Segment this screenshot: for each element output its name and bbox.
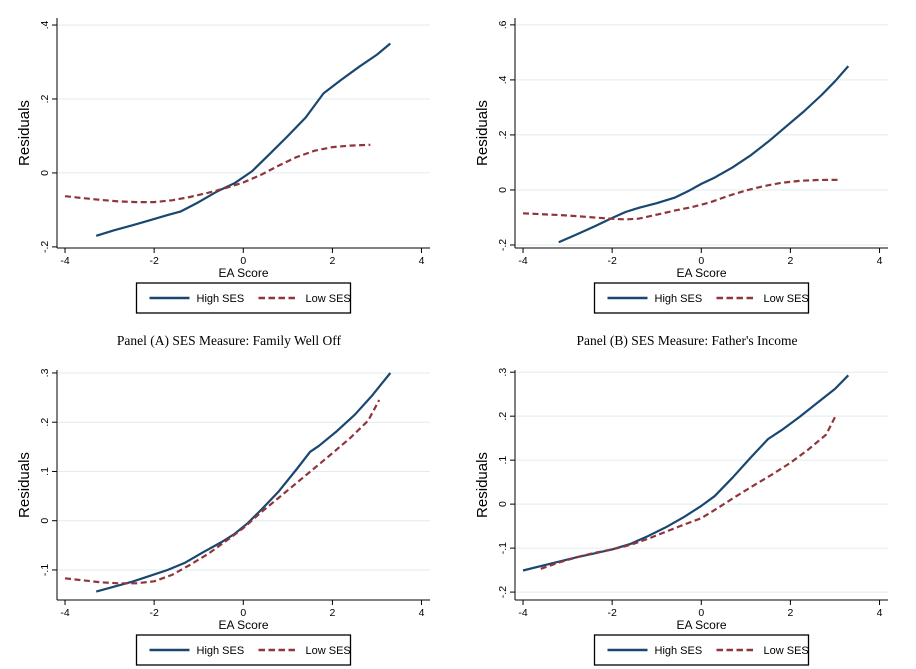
y-tick-label: .2 bbox=[497, 412, 509, 421]
legend-label-high-ses: High SES bbox=[655, 293, 703, 305]
x-tick-label: -2 bbox=[607, 255, 616, 267]
y-tick-label: .2 bbox=[497, 130, 509, 139]
y-axis-title: Residuals bbox=[474, 100, 491, 166]
y-tick-label: .4 bbox=[39, 20, 51, 29]
y-axis: -.2 0 .2 .4 .6 bbox=[497, 18, 516, 251]
panel-a-caption: Panel (A) SES Measure: Family Well Off bbox=[116, 333, 342, 348]
high-ses-line bbox=[95, 42, 392, 237]
x-tick-label: -2 bbox=[149, 607, 158, 619]
legend-label-low-ses: Low SES bbox=[306, 645, 351, 657]
low-ses-line bbox=[64, 143, 371, 204]
y-tick-label: .1 bbox=[497, 456, 509, 465]
x-axis-title: EA Score bbox=[676, 266, 726, 280]
low-ses-line bbox=[522, 178, 840, 221]
legend: High SES Low SES bbox=[593, 634, 810, 666]
y-tick-label: -.2 bbox=[497, 239, 509, 251]
x-axis: -4 -2 0 2 4 bbox=[515, 247, 888, 267]
chart-bottom-left: -.1 0 .1 .2 .3 -4 -2 0 2 4 EA Score Residuals High S… bbox=[16, 368, 430, 666]
x-tick-label: 2 bbox=[329, 607, 335, 619]
legend-label-low-ses: Low SES bbox=[764, 645, 809, 657]
chart-panel-top-left: -.2 0 .2 .4 -4 -2 0 2 4 EA Score Residuals High SES… bbox=[0, 0, 458, 317]
y-tick-label: .6 bbox=[497, 20, 509, 29]
chart-panel-bottom-right: -.2 -.1 0 .1 .2 .3 -4 -2 0 2 4 EA Score Residuals Hig… bbox=[458, 352, 916, 669]
legend-label-low-ses: Low SES bbox=[764, 293, 809, 305]
y-tick-label: .2 bbox=[39, 94, 51, 103]
y-tick-label: 0 bbox=[39, 518, 51, 524]
y-tick-label: .4 bbox=[497, 75, 509, 84]
legend-label-low-ses: Low SES bbox=[306, 293, 351, 305]
legend-label-high-ses: High SES bbox=[655, 645, 703, 657]
gridlines bbox=[58, 24, 430, 174]
x-tick-label: 4 bbox=[419, 255, 425, 267]
y-tick-label: 0 bbox=[497, 501, 509, 507]
x-axis: -4 -2 0 2 4 bbox=[57, 247, 430, 267]
y-tick-label: .3 bbox=[39, 368, 51, 377]
gridlines bbox=[516, 371, 888, 593]
high-ses-line bbox=[95, 372, 392, 593]
chart-top-right: -.2 0 .2 .4 .6 -4 -2 0 2 4 EA Score Residuals High S… bbox=[474, 18, 888, 314]
legend-label-high-ses: High SES bbox=[197, 645, 245, 657]
x-tick-label: -4 bbox=[60, 607, 69, 619]
y-axis-title: Residuals bbox=[16, 100, 33, 166]
legend: High SES Low SES bbox=[593, 282, 810, 314]
y-axis: -.2 -.1 0 .1 .2 .3 bbox=[497, 368, 516, 600]
x-tick-label: -4 bbox=[60, 255, 69, 267]
x-tick-label: 0 bbox=[698, 607, 704, 619]
y-axis: -.2 0 .2 .4 bbox=[39, 18, 58, 253]
gridlines bbox=[58, 372, 430, 571]
x-axis-title: EA Score bbox=[218, 266, 268, 280]
x-axis: -4 -2 0 2 4 bbox=[57, 599, 430, 619]
x-axis: -4 -2 0 2 4 bbox=[515, 599, 888, 619]
y-tick-label: .1 bbox=[39, 467, 51, 476]
x-tick-label: 0 bbox=[698, 255, 704, 267]
gridlines bbox=[516, 24, 888, 246]
x-tick-label: 4 bbox=[877, 255, 883, 267]
y-tick-label: -.2 bbox=[497, 586, 509, 598]
x-tick-label: 2 bbox=[787, 255, 793, 267]
legend: High SES Low SES bbox=[135, 634, 352, 666]
x-tick-label: 4 bbox=[877, 607, 883, 619]
x-tick-label: -2 bbox=[607, 607, 616, 619]
x-tick-label: 2 bbox=[787, 607, 793, 619]
x-tick-label: 0 bbox=[240, 255, 246, 267]
low-ses-line bbox=[540, 416, 836, 570]
y-tick-label: -.1 bbox=[497, 542, 509, 554]
chart-top-left: -.2 0 .2 .4 -4 -2 0 2 4 EA Score Residuals High SES… bbox=[16, 18, 430, 314]
y-tick-label: -.2 bbox=[39, 241, 51, 253]
y-tick-label: .3 bbox=[497, 368, 509, 377]
y-tick-label: 0 bbox=[39, 170, 51, 176]
x-axis-title: EA Score bbox=[218, 618, 268, 632]
y-axis: -.1 0 .1 .2 .3 bbox=[39, 368, 58, 600]
y-tick-label: -.1 bbox=[39, 564, 51, 576]
x-tick-label: -4 bbox=[518, 607, 527, 619]
y-axis-title: Residuals bbox=[16, 452, 33, 518]
x-tick-label: 0 bbox=[240, 607, 246, 619]
high-ses-line bbox=[558, 65, 850, 244]
chart-panel-top-right: -.2 0 .2 .4 .6 -4 -2 0 2 4 EA Score Residuals High S… bbox=[458, 0, 916, 317]
x-tick-label: -4 bbox=[518, 255, 527, 267]
high-ses-line bbox=[522, 374, 850, 572]
y-axis-title: Residuals bbox=[474, 452, 491, 518]
panel-b-caption: Panel (B) SES Measure: Father's Income bbox=[576, 333, 798, 348]
y-tick-label: 0 bbox=[497, 187, 509, 193]
x-axis-title: EA Score bbox=[676, 618, 726, 632]
legend-label-high-ses: High SES bbox=[197, 293, 245, 305]
y-tick-label: .2 bbox=[39, 418, 51, 427]
legend: High SES Low SES bbox=[135, 282, 352, 314]
x-tick-label: 4 bbox=[419, 607, 425, 619]
chart-bottom-right: -.2 -.1 0 .1 .2 .3 -4 -2 0 2 4 EA Score Residuals Hig… bbox=[474, 368, 888, 666]
low-ses-line bbox=[64, 399, 381, 585]
x-tick-label: -2 bbox=[149, 255, 158, 267]
x-tick-label: 2 bbox=[329, 255, 335, 267]
chart-panel-bottom-left: -.1 0 .1 .2 .3 -4 -2 0 2 4 EA Score Residuals High S… bbox=[0, 352, 458, 669]
